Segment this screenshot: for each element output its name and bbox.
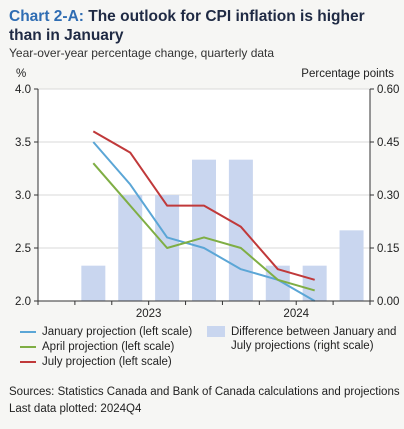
right-tick-label: 0.15	[377, 243, 399, 255]
difference-bar	[302, 265, 327, 301]
legend-swatch-january	[20, 331, 36, 333]
series-line-july	[92, 130, 315, 281]
chart-canvas: 2.0 2.5 3.0 3.5 4.0 0.00 0.15 0.30 0.45 0.60 2023 2…	[15, 84, 399, 320]
legend-label-april: April projection (left scale)	[42, 341, 175, 353]
left-tick-label: 3.5	[15, 137, 31, 149]
legend-swatch-april	[20, 346, 36, 348]
chart-title: Chart 2-A: The outlook for CPI inflation…	[9, 7, 399, 45]
right-tick-label: 0.00	[377, 296, 399, 308]
series-line-april	[92, 162, 315, 292]
difference-bar	[118, 195, 143, 301]
left-tick-label: 2.0	[15, 296, 31, 308]
difference-bar	[192, 159, 216, 301]
chart-footer: Sources: Statistics Canada and Bank of C…	[9, 384, 400, 418]
chart-title-text: The outlook for CPI inflation is higher …	[9, 8, 365, 44]
difference-bar	[81, 265, 106, 301]
x-tick-label: 2023	[136, 308, 162, 320]
right-tick-label: 0.30	[377, 190, 399, 202]
chart-number: Chart 2-A:	[9, 8, 84, 25]
left-tick-label: 2.5	[15, 243, 31, 255]
right-axis-unit: Percentage points	[301, 68, 394, 80]
legend-swatch-difference	[207, 326, 225, 337]
difference-bar	[228, 159, 253, 301]
right-tick-label: 0.45	[377, 137, 399, 149]
legend-swatch-july	[20, 361, 36, 363]
sources-note: Sources: Statistics Canada and Bank of C…	[9, 386, 400, 398]
chart-subtitle: Year-over-year percentage change, quarte…	[9, 46, 275, 60]
legend-item-july: July projection (left scale)	[20, 355, 172, 369]
difference-bar	[339, 230, 364, 301]
legend-item-difference: Difference between January and July proj…	[207, 325, 397, 353]
legend-item-january: January projection (left scale)	[20, 325, 192, 339]
left-axis-unit: %	[16, 68, 27, 80]
x-tick-label: 2024	[283, 308, 309, 320]
legend-label-difference: Difference between January and July proj…	[231, 326, 397, 352]
last-data-note: Last data plotted: 2024Q4	[9, 403, 142, 415]
left-tick-label: 4.0	[15, 84, 31, 96]
legend-label-january: January projection (left scale)	[42, 326, 193, 338]
legend-item-april: April projection (left scale)	[20, 340, 174, 354]
left-tick-label: 3.0	[15, 190, 31, 202]
right-tick-label: 0.60	[377, 84, 399, 96]
legend-label-july: July projection (left scale)	[42, 356, 172, 368]
